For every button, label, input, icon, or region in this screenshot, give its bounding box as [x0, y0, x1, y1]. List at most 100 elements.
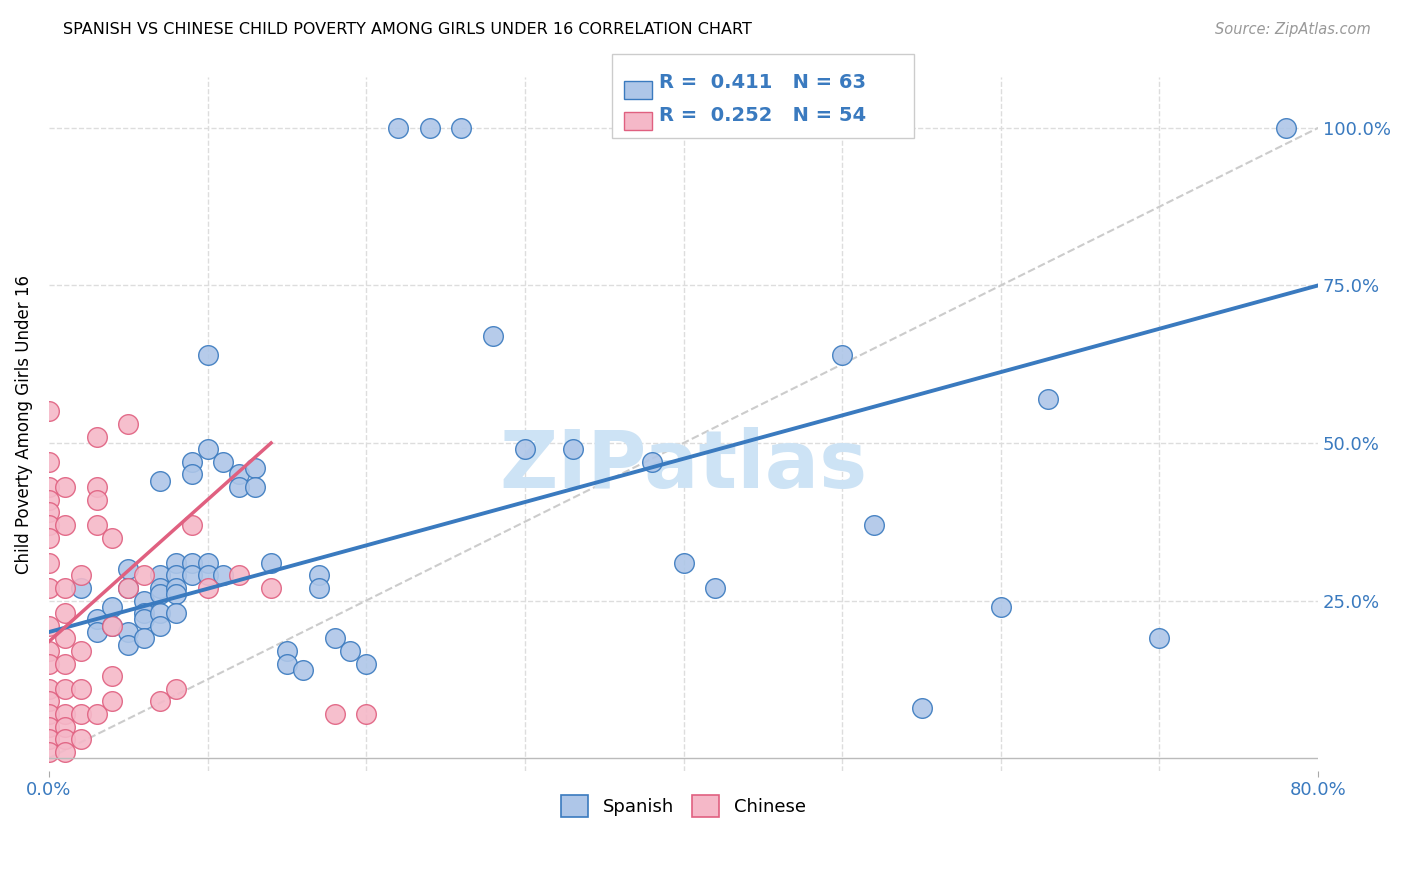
Point: [101, 669, 124, 683]
Point: [180, 517, 202, 532]
Point: [212, 455, 235, 469]
Point: [228, 480, 250, 494]
Point: [53, 517, 76, 532]
Point: [165, 568, 187, 582]
Point: [53, 745, 76, 759]
Y-axis label: Child Poverty Among Girls Under 16: Child Poverty Among Girls Under 16: [15, 275, 32, 574]
Point: [149, 581, 172, 595]
Point: [38, 556, 60, 570]
Text: ZIPatlas: ZIPatlas: [499, 426, 868, 505]
Point: [69, 732, 91, 747]
Point: [513, 442, 536, 457]
Text: Source: ZipAtlas.com: Source: ZipAtlas.com: [1215, 22, 1371, 37]
Text: R =  0.411   N = 63: R = 0.411 N = 63: [659, 73, 866, 93]
Point: [53, 632, 76, 646]
Point: [38, 732, 60, 747]
Point: [482, 328, 505, 343]
Point: [38, 681, 60, 696]
Point: [323, 706, 346, 721]
Point: [197, 568, 219, 582]
Point: [212, 568, 235, 582]
Point: [38, 517, 60, 532]
Text: R =  0.252   N = 54: R = 0.252 N = 54: [659, 106, 866, 126]
Point: [197, 556, 219, 570]
Point: [38, 404, 60, 418]
Point: [86, 612, 108, 626]
Point: [38, 531, 60, 545]
Point: [165, 587, 187, 601]
Point: [101, 599, 124, 614]
Point: [53, 606, 76, 620]
Legend: Spanish, Chinese: Spanish, Chinese: [554, 788, 813, 824]
Point: [180, 568, 202, 582]
Point: [134, 593, 156, 607]
Text: SPANISH VS CHINESE CHILD POVERTY AMONG GIRLS UNDER 16 CORRELATION CHART: SPANISH VS CHINESE CHILD POVERTY AMONG G…: [63, 22, 752, 37]
Point: [165, 581, 187, 595]
Point: [38, 720, 60, 734]
Point: [419, 120, 441, 135]
Point: [149, 694, 172, 708]
Point: [134, 606, 156, 620]
Point: [197, 348, 219, 362]
Point: [69, 706, 91, 721]
Point: [245, 461, 267, 475]
Point: [38, 581, 60, 595]
Point: [38, 619, 60, 633]
Point: [356, 706, 378, 721]
Point: [117, 581, 139, 595]
Point: [245, 480, 267, 494]
Point: [228, 568, 250, 582]
Point: [165, 606, 187, 620]
Point: [197, 442, 219, 457]
Point: [180, 556, 202, 570]
Point: [339, 644, 361, 658]
Point: [308, 581, 330, 595]
Point: [101, 694, 124, 708]
Point: [180, 467, 202, 482]
Point: [228, 467, 250, 482]
Point: [101, 619, 124, 633]
Point: [38, 745, 60, 759]
Point: [323, 632, 346, 646]
Point: [86, 492, 108, 507]
Point: [38, 706, 60, 721]
Point: [117, 417, 139, 431]
Point: [260, 556, 283, 570]
Point: [149, 474, 172, 488]
Point: [1149, 632, 1171, 646]
Point: [990, 599, 1012, 614]
Point: [117, 562, 139, 576]
Point: [180, 455, 202, 469]
Point: [101, 531, 124, 545]
Point: [197, 581, 219, 595]
Point: [117, 625, 139, 640]
Point: [704, 581, 727, 595]
Point: [69, 681, 91, 696]
Point: [165, 681, 187, 696]
Point: [149, 568, 172, 582]
Point: [134, 612, 156, 626]
Point: [38, 492, 60, 507]
Point: [86, 706, 108, 721]
Point: [641, 455, 664, 469]
Point: [69, 581, 91, 595]
Point: [450, 120, 472, 135]
Point: [38, 694, 60, 708]
Point: [1038, 392, 1060, 406]
Point: [1275, 120, 1298, 135]
Point: [38, 455, 60, 469]
Point: [38, 480, 60, 494]
Point: [134, 568, 156, 582]
Point: [69, 644, 91, 658]
Point: [831, 348, 853, 362]
Point: [38, 657, 60, 671]
Point: [149, 619, 172, 633]
Point: [53, 681, 76, 696]
Point: [53, 581, 76, 595]
Point: [863, 517, 886, 532]
Point: [561, 442, 583, 457]
Point: [387, 120, 409, 135]
Point: [308, 568, 330, 582]
Point: [356, 657, 378, 671]
Point: [117, 638, 139, 652]
